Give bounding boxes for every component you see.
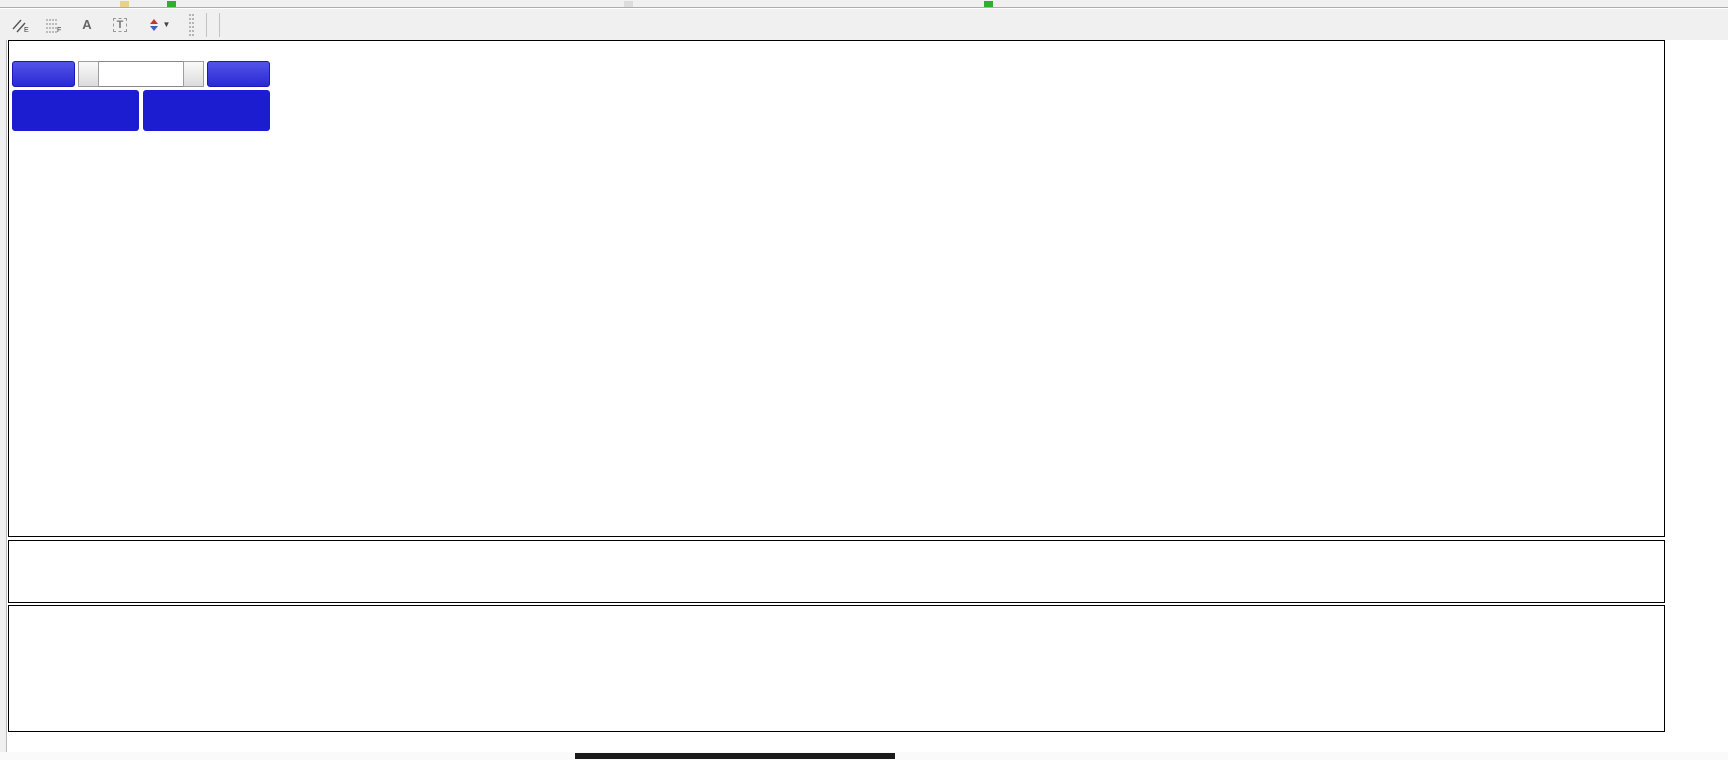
svg-text:E: E	[24, 27, 29, 33]
volume-increase-button[interactable]	[183, 61, 204, 87]
equidistant-channel-button[interactable]: E	[6, 13, 36, 37]
volume-input[interactable]	[99, 61, 183, 87]
macd-chart-canvas	[9, 541, 1664, 602]
toolbar-separator	[206, 12, 207, 37]
rsi-indicator-panel[interactable]	[8, 605, 1665, 732]
clipped-icon	[167, 1, 176, 7]
one-click-trading-widget	[12, 61, 272, 131]
macd-indicator-panel[interactable]	[8, 540, 1665, 603]
volume-decrease-button[interactable]	[78, 61, 99, 87]
text-box-icon: T	[112, 17, 128, 32]
time-axis[interactable]	[8, 732, 1665, 752]
sell-price-display[interactable]	[12, 90, 139, 131]
window-bottom-edge	[0, 752, 1728, 760]
svg-text:F: F	[57, 27, 61, 33]
buy-button[interactable]	[207, 61, 270, 87]
main-chart-panel[interactable]	[8, 40, 1665, 537]
arrows-icon	[146, 17, 162, 33]
chevron-down-icon: ▼	[162, 20, 171, 29]
window-left-border	[0, 40, 7, 752]
text-label-icon: A	[82, 17, 92, 32]
fibonacci-button[interactable]: F	[39, 13, 69, 37]
buy-price-display[interactable]	[143, 90, 270, 131]
toolbar-separator	[219, 12, 220, 37]
chart-title	[15, 44, 22, 58]
drawing-and-timeframe-toolbar: E F A T ▼	[0, 9, 1728, 40]
text-box-button[interactable]: T	[105, 13, 135, 37]
sell-button[interactable]	[12, 61, 75, 87]
equidistant-channel-icon: E	[12, 17, 30, 33]
horizontal-scrollbar[interactable]	[575, 753, 895, 759]
clipped-icon	[624, 1, 633, 7]
arrows-button[interactable]: ▼	[138, 13, 178, 37]
toolbar-grip[interactable]	[189, 13, 194, 36]
text-label-button[interactable]: A	[72, 13, 102, 37]
clipped-toolbar-row	[0, 0, 1728, 8]
fibonacci-icon: F	[45, 17, 63, 33]
clipped-icon	[984, 1, 993, 7]
rsi-chart-canvas	[9, 606, 1664, 731]
price-axis[interactable]	[1666, 40, 1728, 752]
clipped-icon	[120, 1, 129, 7]
